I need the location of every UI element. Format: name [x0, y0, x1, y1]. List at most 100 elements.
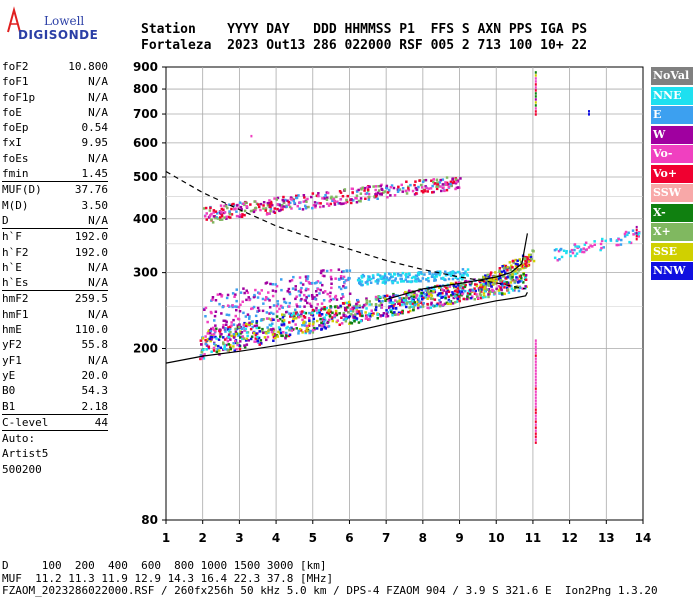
- echo-point: [326, 196, 329, 199]
- echo-point: [417, 273, 420, 276]
- echo-point: [250, 322, 253, 325]
- echo-point: [335, 313, 339, 317]
- echo-point: [275, 198, 278, 201]
- echo-point: [320, 327, 324, 331]
- echo-point: [372, 312, 375, 315]
- echo-point: [225, 336, 229, 340]
- param-value: N/A: [88, 213, 108, 227]
- echo-point: [405, 302, 409, 305]
- echo-point: [298, 276, 302, 279]
- echo-point: [447, 271, 451, 275]
- echo-point: [609, 238, 612, 241]
- echo-point: [489, 290, 492, 293]
- echo-point: [534, 363, 537, 366]
- echo-point: [377, 191, 380, 194]
- echo-point: [380, 192, 383, 196]
- echo-point: [409, 309, 412, 313]
- echo-point: [313, 201, 317, 204]
- echo-point: [620, 238, 623, 242]
- echo-point: [233, 334, 237, 338]
- echo-point: [323, 197, 326, 200]
- echo-point: [363, 186, 367, 190]
- echo-point: [271, 204, 274, 207]
- echo-point: [252, 295, 256, 299]
- echo-point: [421, 277, 425, 280]
- echo-point: [359, 314, 362, 317]
- echo-point: [379, 314, 383, 317]
- echo-point: [512, 270, 515, 273]
- echo-point: [534, 393, 537, 396]
- echo-point: [318, 311, 321, 314]
- echo-point: [299, 288, 302, 292]
- echo-point: [254, 337, 257, 340]
- echo-point: [473, 287, 476, 290]
- param-value: 37.76: [74, 183, 108, 197]
- echo-point: [427, 279, 430, 283]
- echo-point: [383, 272, 387, 275]
- echo-point: [589, 244, 592, 247]
- echo-point: [358, 305, 361, 309]
- param-name: foEs: [2, 151, 29, 165]
- echo-point: [439, 286, 443, 290]
- echo-point: [315, 327, 319, 330]
- echo-point: [447, 185, 451, 189]
- echo-point: [517, 269, 520, 272]
- param-name: foE: [2, 105, 22, 119]
- echo-point: [261, 327, 264, 331]
- echo-point: [218, 328, 222, 331]
- profile-curve: [165, 292, 528, 364]
- echo-point: [386, 196, 389, 199]
- echo-point: [400, 310, 404, 314]
- echo-point: [273, 207, 276, 210]
- echo-point: [294, 297, 297, 301]
- echo-point: [262, 204, 265, 207]
- echo-point: [398, 296, 401, 300]
- digisonde-logo: Lowell DIGISONDE: [4, 4, 98, 42]
- echo-point: [520, 277, 523, 280]
- echo-point: [224, 319, 227, 323]
- echo-point: [322, 291, 325, 294]
- echo-point: [433, 279, 436, 282]
- echo-point: [374, 308, 378, 312]
- echo-point: [502, 264, 506, 267]
- echo-point: [228, 327, 232, 331]
- echo-point: [445, 176, 449, 179]
- echo-point: [393, 311, 396, 314]
- echo-point: [451, 277, 455, 281]
- echo-point: [258, 205, 261, 209]
- echo-point: [357, 321, 361, 324]
- echo-point: [499, 286, 502, 289]
- echo-point: [374, 303, 378, 307]
- echo-point: [256, 306, 260, 310]
- echo-point: [385, 278, 388, 281]
- echo-point: [619, 243, 623, 246]
- echo-point: [534, 351, 537, 354]
- echo-point: [591, 245, 594, 248]
- echo-point: [396, 272, 400, 276]
- echo-point: [408, 289, 411, 292]
- echo-point: [222, 336, 225, 339]
- echo-point: [514, 272, 517, 276]
- echo-point: [288, 333, 292, 336]
- echo-point: [245, 322, 248, 326]
- echo-point: [351, 310, 355, 313]
- echo-point: [244, 339, 248, 342]
- echo-point: [255, 321, 258, 324]
- echo-point: [206, 332, 209, 335]
- echo-point: [511, 276, 514, 279]
- echo-point: [316, 319, 319, 323]
- echo-point: [357, 188, 360, 192]
- echo-point: [286, 325, 289, 329]
- echo-point: [214, 344, 217, 347]
- echo-point: [242, 311, 245, 315]
- echo-point: [405, 296, 408, 299]
- echo-point: [395, 300, 399, 303]
- echo-point: [266, 204, 270, 207]
- echo-point: [357, 199, 361, 203]
- echo-point: [320, 313, 324, 316]
- echo-point: [500, 288, 503, 292]
- echo-point: [243, 346, 247, 349]
- echo-point: [462, 272, 465, 275]
- echo-point: [401, 190, 404, 193]
- echo-point: [555, 248, 558, 251]
